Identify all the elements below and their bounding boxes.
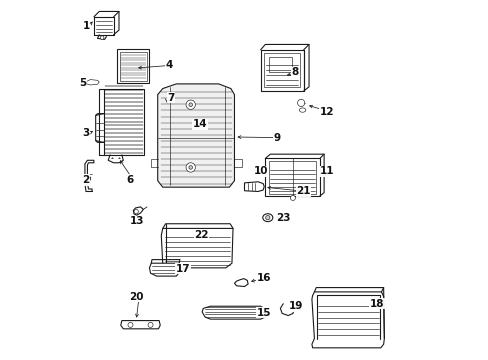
Text: 23: 23 [275,213,290,222]
Text: 21: 21 [296,186,310,197]
Text: 9: 9 [273,133,280,143]
Text: 11: 11 [319,166,333,176]
Text: 15: 15 [257,308,271,318]
Circle shape [188,166,192,169]
Polygon shape [179,118,191,128]
Text: 6: 6 [126,175,134,185]
Circle shape [185,100,195,109]
Text: 12: 12 [319,107,333,117]
Text: 20: 20 [129,292,143,302]
Circle shape [134,210,138,214]
Text: 5: 5 [79,78,86,88]
Text: 8: 8 [290,67,298,77]
Circle shape [100,36,104,40]
Circle shape [297,99,304,107]
Polygon shape [311,292,384,348]
Bar [260,50,303,91]
Text: 10: 10 [253,166,267,176]
Polygon shape [149,263,179,276]
Circle shape [290,195,295,201]
Text: 7: 7 [167,93,174,103]
Bar [120,51,147,81]
Text: 2: 2 [82,175,89,185]
Polygon shape [121,320,160,329]
Ellipse shape [299,108,305,112]
Polygon shape [86,80,99,85]
Polygon shape [202,306,266,319]
Text: 4: 4 [165,60,173,70]
Circle shape [188,103,192,107]
Circle shape [265,216,269,220]
Polygon shape [234,279,247,287]
Bar [268,57,292,72]
Text: 3: 3 [82,129,89,138]
Text: 17: 17 [175,264,190,274]
Circle shape [185,163,195,172]
Polygon shape [161,228,233,268]
Bar [117,49,149,83]
Bar [264,53,300,87]
Text: 18: 18 [369,299,384,309]
Polygon shape [158,84,234,187]
Circle shape [148,322,153,327]
Bar [265,158,319,196]
Text: 19: 19 [289,301,303,311]
Text: 13: 13 [129,216,144,226]
Circle shape [128,322,133,327]
Polygon shape [244,182,264,192]
Text: 22: 22 [194,230,208,239]
Bar [268,161,315,194]
Polygon shape [104,89,144,155]
Text: 14: 14 [192,120,206,129]
Ellipse shape [262,214,272,222]
Text: 16: 16 [257,273,271,283]
Text: 1: 1 [82,21,89,31]
Polygon shape [133,207,143,215]
